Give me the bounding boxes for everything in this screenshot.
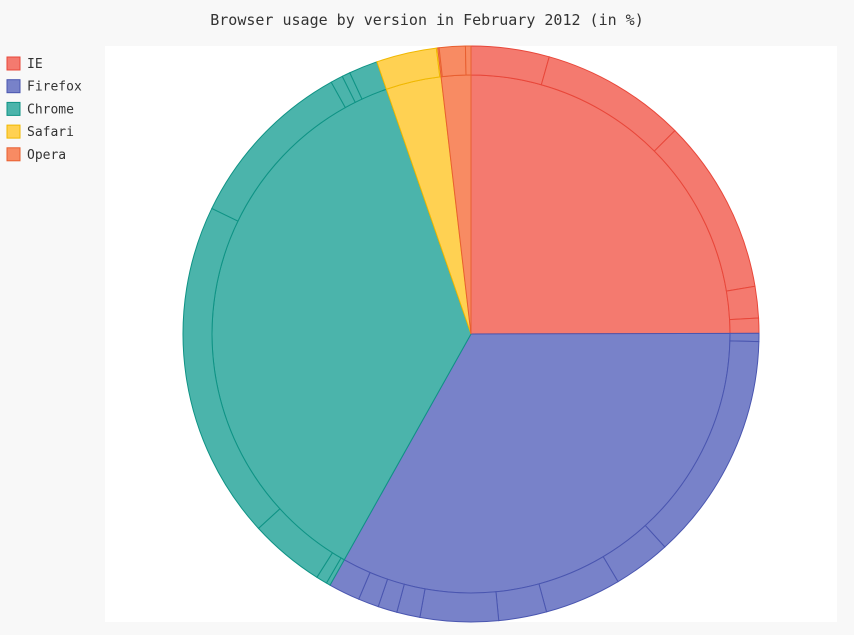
legend-swatch-firefox (6, 79, 21, 94)
legend-item-safari[interactable]: Safari (6, 124, 74, 140)
legend-swatch-opera (6, 147, 21, 162)
pie-subslice-opera-3[interactable] (464, 45, 472, 76)
legend-label-chrome: Chrome (27, 102, 74, 117)
legend-item-chrome[interactable]: Chrome (6, 101, 74, 117)
pie-subslice-ie-5[interactable] (729, 317, 760, 334)
legend-label-ie: IE (27, 57, 43, 72)
legend-swatch-chrome (6, 101, 21, 116)
pie-subslice-ie-4[interactable] (725, 285, 760, 321)
legend-item-opera[interactable]: Opera (6, 147, 66, 163)
legend-item-ie[interactable]: IE (6, 56, 43, 72)
pie-subslice-opera-2[interactable] (438, 45, 467, 78)
legend-swatch-ie (6, 56, 21, 71)
legend: IE Firefox Chrome Safari Opera (6, 56, 82, 163)
legend-swatch-safari (6, 124, 21, 139)
legend-item-firefox[interactable]: Firefox (6, 79, 82, 95)
legend-label-opera: Opera (27, 148, 66, 163)
chart-title: Browser usage by version in February 201… (210, 11, 643, 29)
pie-subslice-firefox-6[interactable] (419, 588, 500, 623)
pie-slices (182, 45, 760, 623)
pie-subslice-firefox-1[interactable] (729, 332, 760, 343)
legend-label-firefox: Firefox (27, 80, 82, 95)
legend-label-safari: Safari (27, 125, 74, 140)
